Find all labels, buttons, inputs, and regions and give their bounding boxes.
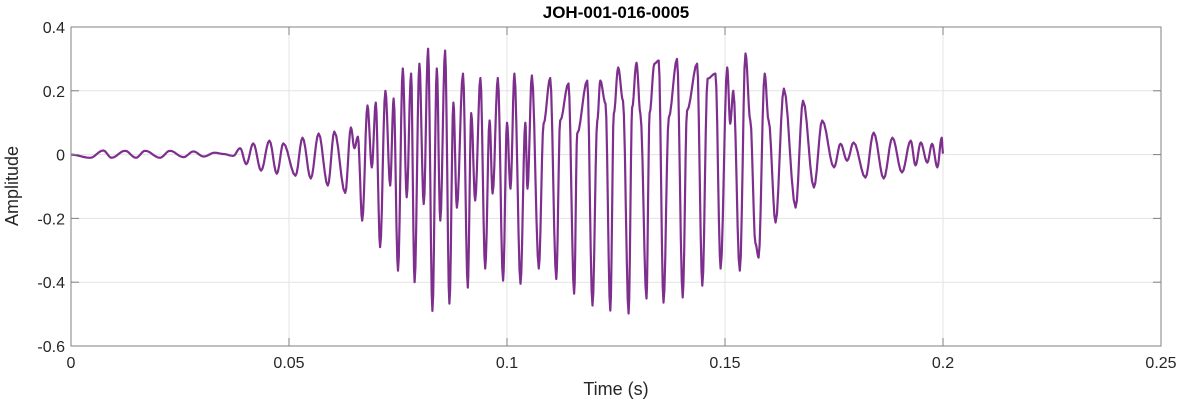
y-tick-label: 0.2 (43, 84, 65, 101)
y-axis-label: Amplitude (2, 146, 22, 226)
y-tick-label: 0.4 (43, 20, 65, 37)
x-tick-label: 0.05 (273, 355, 304, 372)
x-tick-label: 0.2 (932, 355, 954, 372)
y-tick-label: -0.4 (37, 275, 65, 292)
axes-box (70, 26, 1162, 347)
y-tick-label: -0.2 (37, 211, 65, 228)
ticks: 0 0.05 0.1 0.15 0.2 0.25 -0.6 -0.4 -0.2 0 0.2 0.4 (37, 20, 1176, 372)
plot-area (70, 47, 945, 315)
waveform-line (70, 47, 945, 315)
x-tick-label: 0 (67, 355, 76, 372)
y-tick-label: -0.6 (37, 339, 65, 356)
chart-title: JOH-001-016-0005 (543, 3, 689, 22)
y-tick-label: 0 (56, 148, 65, 165)
x-tick-label: 0.15 (709, 355, 740, 372)
x-tick-label: 0.1 (496, 355, 518, 372)
x-tick-label: 0.25 (1145, 355, 1176, 372)
x-axis-label: Time (s) (583, 379, 648, 399)
